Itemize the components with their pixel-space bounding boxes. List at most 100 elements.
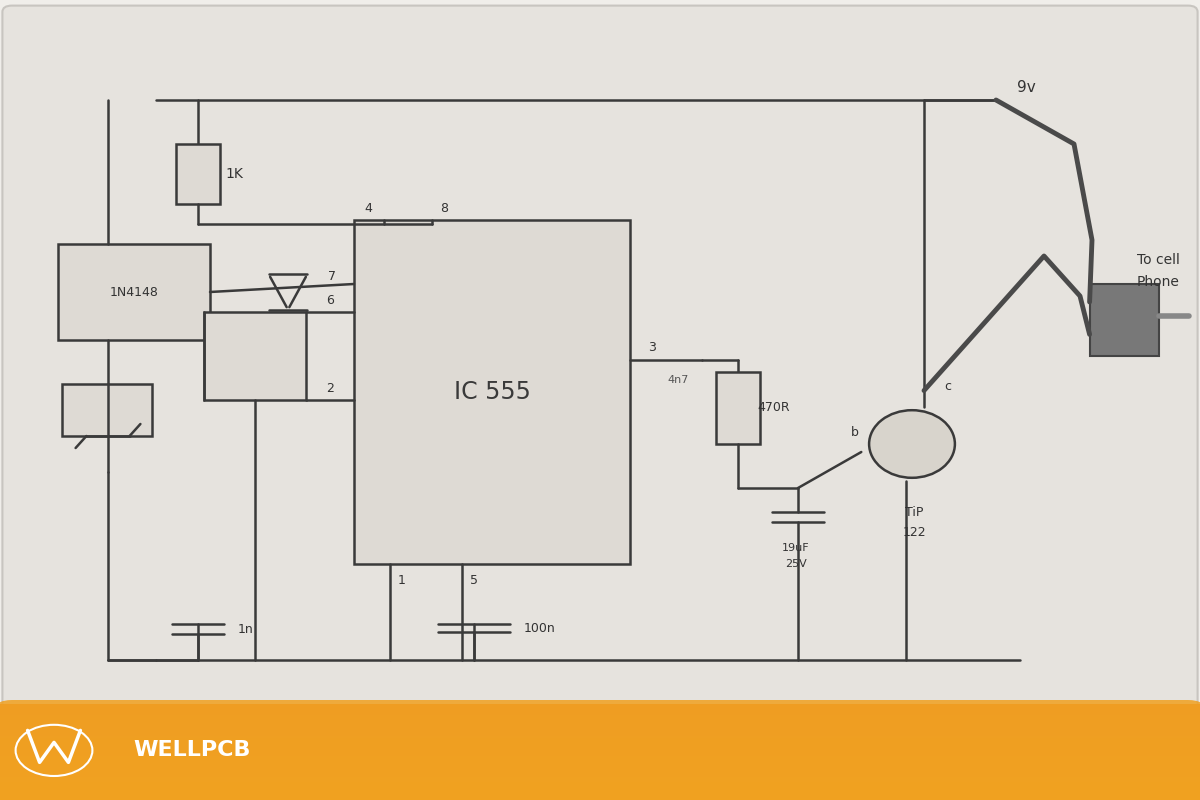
- Bar: [0, 710, 1200, 711]
- Bar: [0, 746, 1200, 747]
- Bar: [0, 789, 1200, 790]
- Bar: [0, 778, 1200, 779]
- Bar: [0, 726, 1200, 728]
- Bar: [0, 769, 1200, 770]
- Bar: [0, 735, 1200, 736]
- FancyBboxPatch shape: [354, 220, 630, 564]
- Bar: [0, 741, 1200, 742]
- Bar: [0, 716, 1200, 717]
- Bar: [0, 709, 1200, 710]
- FancyBboxPatch shape: [176, 144, 220, 204]
- Bar: [0, 718, 1200, 720]
- Text: WELLPCB: WELLPCB: [133, 741, 251, 760]
- Bar: [0, 794, 1200, 795]
- Text: IC 555: IC 555: [454, 380, 530, 404]
- Bar: [0, 766, 1200, 768]
- Bar: [0, 714, 1200, 715]
- Text: 470R: 470R: [757, 402, 791, 414]
- Bar: [0, 706, 1200, 708]
- Bar: [0, 793, 1200, 794]
- Bar: [0, 749, 1200, 750]
- FancyBboxPatch shape: [716, 372, 760, 444]
- Bar: [0, 715, 1200, 716]
- Bar: [0, 738, 1200, 739]
- Text: 4: 4: [365, 202, 372, 214]
- Bar: [0, 765, 1200, 766]
- Bar: [0, 711, 1200, 712]
- Text: 5: 5: [470, 574, 478, 586]
- FancyBboxPatch shape: [0, 700, 1200, 800]
- Text: 1n: 1n: [238, 623, 254, 636]
- Bar: [0, 733, 1200, 734]
- Bar: [0, 757, 1200, 758]
- Bar: [0, 723, 1200, 725]
- Text: 4n7: 4n7: [667, 375, 689, 385]
- Bar: [0, 798, 1200, 800]
- Text: 1: 1: [398, 574, 406, 586]
- Text: 7: 7: [329, 270, 336, 282]
- Bar: [0, 747, 1200, 749]
- Bar: [0, 783, 1200, 784]
- Bar: [0, 792, 1200, 793]
- Bar: [0, 745, 1200, 746]
- Bar: [0, 754, 1200, 755]
- Text: b: b: [851, 426, 859, 438]
- Bar: [0, 739, 1200, 740]
- Text: c: c: [944, 380, 952, 393]
- Bar: [0, 762, 1200, 763]
- Bar: [0, 742, 1200, 744]
- Bar: [0, 788, 1200, 789]
- Text: TiP: TiP: [905, 506, 924, 518]
- Text: 8: 8: [440, 202, 448, 214]
- Bar: [0, 763, 1200, 764]
- Bar: [0, 725, 1200, 726]
- Bar: [0, 750, 1200, 752]
- Bar: [0, 717, 1200, 718]
- Bar: [0, 768, 1200, 769]
- FancyBboxPatch shape: [1090, 284, 1159, 356]
- Text: 6: 6: [326, 294, 334, 306]
- Text: 25V: 25V: [785, 559, 806, 569]
- Bar: [0, 779, 1200, 781]
- Bar: [0, 736, 1200, 738]
- Bar: [0, 781, 1200, 782]
- Bar: [0, 712, 1200, 714]
- Bar: [0, 740, 1200, 741]
- Bar: [0, 782, 1200, 783]
- Bar: [0, 704, 1200, 706]
- Bar: [0, 720, 1200, 721]
- Bar: [0, 731, 1200, 733]
- FancyBboxPatch shape: [204, 312, 306, 400]
- Text: 100n: 100n: [524, 622, 556, 634]
- Bar: [0, 708, 1200, 709]
- Bar: [0, 755, 1200, 757]
- FancyBboxPatch shape: [2, 6, 1198, 718]
- Bar: [0, 722, 1200, 723]
- Text: 19uF: 19uF: [781, 543, 810, 553]
- Text: 1K: 1K: [226, 166, 242, 181]
- Bar: [0, 759, 1200, 760]
- Text: Phone: Phone: [1136, 274, 1180, 289]
- Bar: [0, 776, 1200, 778]
- Text: To cell: To cell: [1136, 253, 1180, 267]
- Bar: [0, 764, 1200, 765]
- Bar: [0, 760, 1200, 762]
- FancyBboxPatch shape: [62, 384, 152, 436]
- Bar: [0, 770, 1200, 771]
- Bar: [0, 734, 1200, 735]
- FancyBboxPatch shape: [58, 244, 210, 340]
- Bar: [0, 758, 1200, 759]
- Bar: [0, 773, 1200, 774]
- Bar: [0, 752, 1200, 754]
- Bar: [0, 797, 1200, 798]
- Bar: [0, 784, 1200, 786]
- Bar: [0, 795, 1200, 797]
- Bar: [0, 787, 1200, 788]
- Bar: [0, 730, 1200, 731]
- Bar: [0, 721, 1200, 722]
- Bar: [0, 728, 1200, 730]
- Ellipse shape: [869, 410, 955, 478]
- Bar: [0, 771, 1200, 773]
- Bar: [0, 786, 1200, 787]
- Bar: [0, 744, 1200, 745]
